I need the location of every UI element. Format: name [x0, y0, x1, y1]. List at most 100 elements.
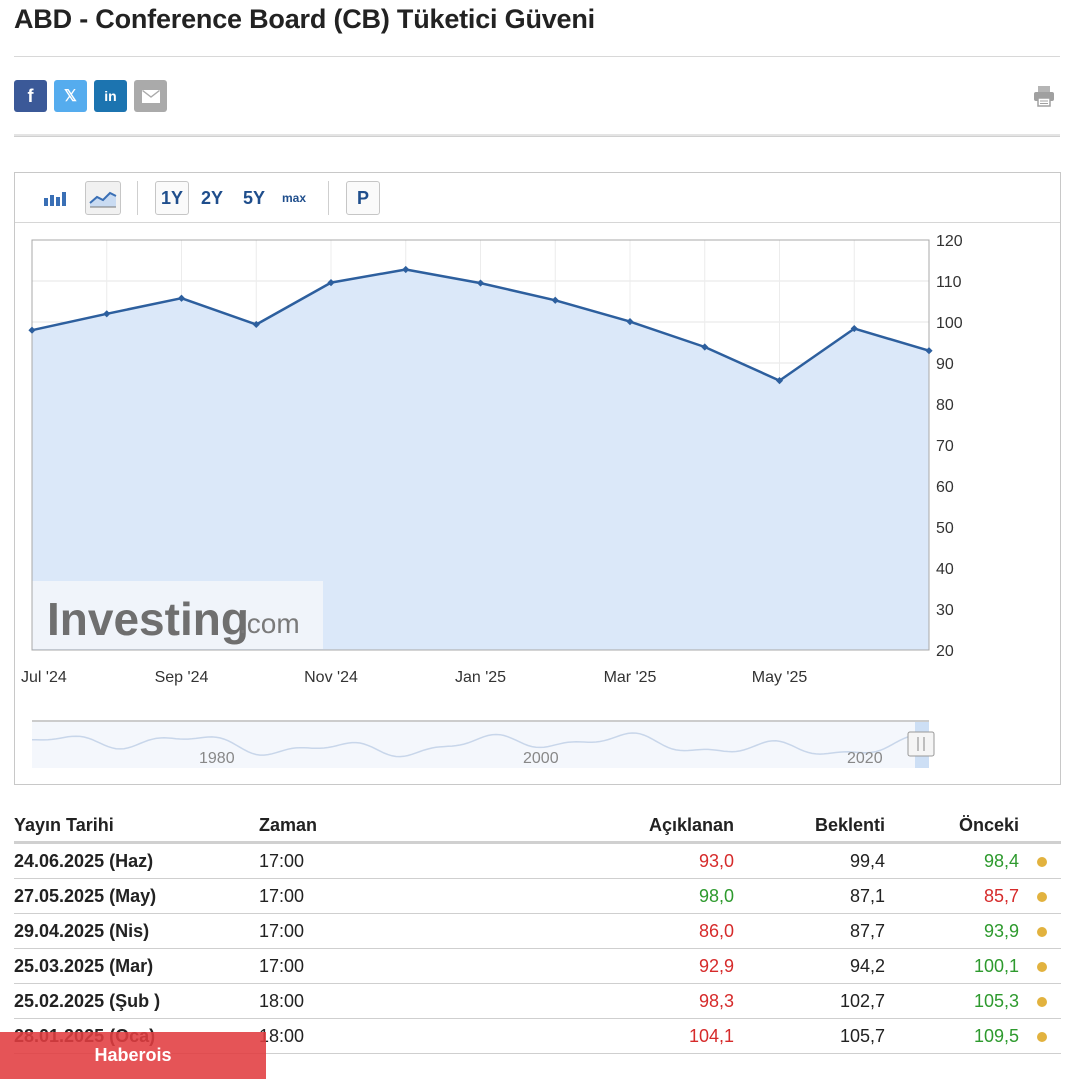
col-header-forecast[interactable]: Beklenti	[814, 815, 885, 835]
page-title: ABD - Conference Board (CB) Tüketici Güv…	[14, 4, 595, 34]
y-tick-label: 110	[936, 274, 962, 291]
twitter-x-icon: 𝕏	[64, 88, 77, 105]
data-point	[476, 279, 485, 287]
divider	[14, 134, 1060, 137]
toolbar-separator	[137, 181, 138, 215]
col-header-date[interactable]: Yayın Tarihi	[14, 815, 114, 835]
cell-date: 24.06.2025 (Haz)	[14, 851, 154, 871]
navigator-label: 2020	[847, 750, 883, 767]
watermark-suffix: .com	[239, 608, 300, 639]
importance-dot-icon	[1037, 927, 1047, 937]
table-row: 29.04.2025 (Nis) 17:00 86,0 87,7 93,9	[14, 914, 1061, 949]
toolbar-separator	[328, 181, 329, 215]
navigator-background	[32, 722, 929, 768]
col-header-previous[interactable]: Önceki	[958, 815, 1019, 835]
chart-panel: 1Y 2Y 5Y max P Investing .com 120 110 100 9…	[14, 172, 1061, 785]
plot-border	[31, 239, 930, 651]
y-tick-label: 30	[936, 602, 954, 619]
watermark-brand: Investing	[47, 593, 249, 645]
cell-previous: 93,9	[983, 921, 1019, 941]
line-chart-button[interactable]	[85, 181, 121, 215]
cell-previous: 109,5	[973, 1026, 1019, 1046]
p-button[interactable]: P	[346, 181, 380, 215]
linkedin-share-button[interactable]: in	[94, 80, 127, 112]
cell-actual: 86,0	[698, 921, 734, 941]
investing-watermark: Investing .com	[32, 581, 323, 649]
data-point	[177, 294, 186, 302]
navigator-label: 1980	[199, 750, 235, 767]
bar-chart-icon	[44, 192, 66, 206]
facebook-icon: f	[27, 85, 34, 106]
cell-previous: 100,1	[973, 956, 1019, 976]
x-tick-label: Nov '24	[304, 669, 358, 686]
navigator-series	[31, 732, 929, 758]
range-max-button[interactable]: max	[281, 191, 307, 205]
cell-actual: 98,0	[698, 886, 734, 906]
series-area	[32, 269, 929, 650]
cell-time: 17:00	[259, 956, 305, 976]
cell-time: 17:00	[259, 921, 305, 941]
range-5y-button[interactable]: 5Y	[242, 187, 266, 208]
cell-actual: 98,3	[698, 991, 734, 1011]
cell-forecast: 105,7	[839, 1026, 885, 1046]
table-body: 24.06.2025 (Haz) 17:00 93,0 99,4 98,4 27.05.2…	[14, 844, 1061, 1054]
history-table: Yayın Tarihi Zaman Açıklanan Beklenti Ön…	[14, 806, 1061, 1054]
cell-actual: 104,1	[688, 1026, 734, 1046]
cell-actual: 92,9	[698, 956, 734, 976]
range-2y-button[interactable]: 2Y	[200, 187, 224, 208]
x-tick-label: Mar '25	[604, 669, 657, 686]
cell-date: 27.05.2025 (May)	[14, 886, 157, 906]
y-tick-label: 20	[936, 643, 954, 660]
cell-forecast: 99,4	[849, 851, 885, 871]
cell-time: 17:00	[259, 851, 305, 871]
facebook-share-button[interactable]: f	[14, 80, 47, 112]
y-tick-label: 50	[936, 520, 954, 537]
cell-actual: 93,0	[698, 851, 734, 871]
table-row: 25.02.2025 (Şub ) 18:00 98,3 102,7 105,3	[14, 984, 1061, 1019]
data-point	[775, 377, 784, 385]
y-tick-label: 80	[936, 397, 954, 414]
range-1y-button[interactable]: 1Y	[155, 181, 189, 215]
col-header-actual[interactable]: Açıklanan	[648, 815, 734, 835]
cell-previous: 105,3	[973, 991, 1019, 1011]
col-header-time[interactable]: Zaman	[259, 815, 318, 835]
haberois-badge: Haberois	[0, 1032, 266, 1079]
y-tick-label: 70	[936, 438, 954, 455]
mail-icon	[141, 89, 160, 103]
importance-dot-icon	[1037, 962, 1047, 972]
cell-date: 29.04.2025 (Nis)	[14, 921, 150, 941]
y-tick-label: 40	[936, 561, 954, 578]
cell-previous: 98,4	[983, 851, 1019, 871]
cell-time: 17:00	[259, 886, 305, 906]
cell-forecast: 94,2	[849, 956, 885, 976]
chart-toolbar: 1Y 2Y 5Y max P	[15, 173, 1060, 223]
table-header: Yayın Tarihi Zaman Açıklanan Beklenti Ön…	[14, 806, 1061, 844]
data-point	[850, 324, 858, 333]
twitter-share-button[interactable]: 𝕏	[54, 80, 87, 112]
importance-dot-icon	[1037, 892, 1047, 902]
y-tick-label: 60	[936, 479, 954, 496]
bar-chart-button[interactable]	[39, 181, 73, 215]
y-tick-label: 90	[936, 356, 954, 373]
table-row: 24.06.2025 (Haz) 17:00 93,0 99,4 98,4	[14, 844, 1061, 879]
cell-date: 25.02.2025 (Şub )	[14, 991, 161, 1011]
table-row: 27.05.2025 (May) 17:00 98,0 87,1 85,7	[14, 879, 1061, 914]
importance-dot-icon	[1037, 1032, 1047, 1042]
email-share-button[interactable]	[134, 80, 167, 112]
linkedin-icon: in	[104, 88, 117, 104]
area-chart-icon	[89, 191, 117, 208]
y-tick-label: 120	[936, 233, 963, 250]
importance-dot-icon	[1037, 997, 1047, 1007]
navigator-label: 2000	[523, 750, 559, 767]
cell-time: 18:00	[259, 991, 305, 1011]
cell-forecast: 87,1	[849, 886, 885, 906]
cell-forecast: 87,7	[849, 921, 885, 941]
print-icon[interactable]	[1032, 84, 1056, 108]
y-tick-label: 100	[936, 315, 963, 332]
table-row: 25.03.2025 (Mar) 17:00 92,9 94,2 100,1	[14, 949, 1061, 984]
navigator-handle[interactable]	[907, 731, 935, 757]
divider	[14, 56, 1060, 57]
cell-forecast: 102,7	[839, 991, 885, 1011]
chart-canvas: Investing .com 120 110 100 90 80 70 60 50 40 30 20…	[21, 233, 963, 768]
time-navigator[interactable]: 1980 2000 2020	[31, 720, 935, 768]
